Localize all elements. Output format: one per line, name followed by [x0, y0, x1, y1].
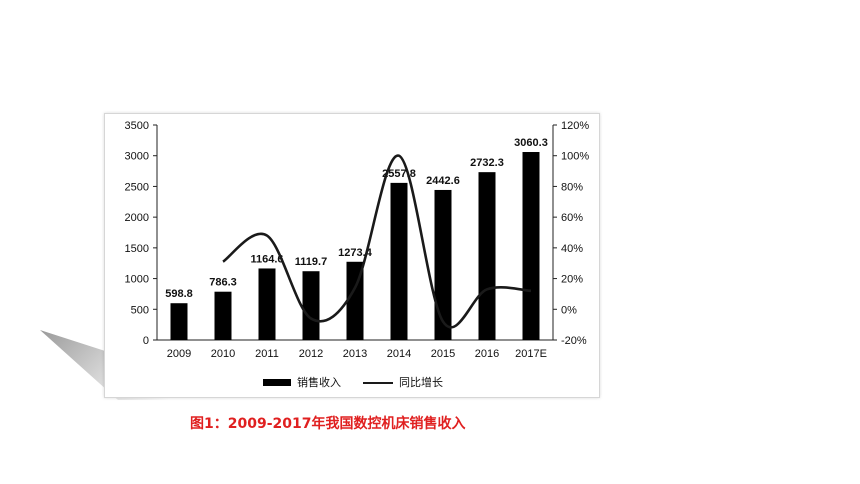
x-tick-label: 2011 [255, 348, 279, 360]
x-tick-label: 2015 [431, 348, 455, 360]
chart-container: 0 500 1000 1500 2000 2500 3000 3500 -20% 0% 20% 40%… [104, 113, 600, 398]
bar-2017E [522, 152, 540, 340]
legend-line-label: 同比增长 [399, 375, 443, 389]
bar-2015 [434, 189, 452, 340]
y-right-tick-label: -20% [561, 335, 587, 347]
bar-2011 [258, 268, 276, 340]
bar-value-label: 3060.3 [514, 137, 548, 149]
y-left-tick-label: 500 [131, 304, 149, 316]
bar-2013 [346, 261, 364, 340]
bar-value-label: 1273.4 [338, 247, 373, 259]
y-right-tick-label: 60% [561, 212, 583, 224]
y-right-tick-label: 80% [561, 181, 583, 193]
x-tick-label: 2017E [515, 348, 547, 360]
bar-2009 [170, 303, 188, 340]
x-tick-label: 2009 [167, 348, 191, 360]
x-tick-label: 2014 [387, 348, 411, 360]
bar-value-label: 1164.6 [250, 253, 283, 265]
y-right-tick-label: 120% [561, 120, 589, 132]
x-tick-label: 2016 [475, 348, 499, 360]
y-right-tick-label: 20% [561, 274, 583, 286]
y-left-tick-label: 3500 [125, 120, 149, 132]
legend-bar-label: 销售收入 [297, 375, 341, 389]
bar-value-label: 1119.7 [295, 256, 327, 268]
y-left-tick-label: 2500 [125, 181, 149, 193]
bar-2014 [390, 182, 408, 340]
bar-2012 [302, 271, 320, 340]
y-left-tick-label: 0 [143, 335, 149, 347]
y-right-tick-label: 0% [561, 304, 577, 316]
figure-caption: 图1：2009-2017年我国数控机床销售收入 [190, 416, 466, 432]
x-tick-label: 2013 [343, 348, 367, 360]
sales-chart: 0 500 1000 1500 2000 2500 3000 3500 -20% 0% 20% 40%… [125, 120, 590, 389]
bar-value-label: 2442.6 [426, 175, 460, 187]
y-left-tick-label: 3000 [125, 151, 149, 163]
y-left-tick-label: 1500 [125, 243, 149, 255]
y-right-tick-label: 100% [561, 151, 589, 163]
bar-2016 [478, 172, 496, 340]
growth-rate-line [222, 154, 532, 329]
y-left-tick-label: 1000 [125, 274, 149, 286]
legend-bar-swatch [263, 379, 291, 386]
x-tick-label: 2012 [299, 348, 323, 360]
y-left-tick-label: 2000 [125, 212, 149, 224]
bar-value-label: 786.3 [209, 277, 237, 289]
bar-2010 [214, 291, 232, 340]
y-right-tick-label: 40% [561, 243, 583, 255]
bar-value-label: 2732.3 [470, 157, 504, 169]
bar-value-label: 598.8 [165, 288, 193, 300]
x-tick-label: 2010 [211, 348, 235, 360]
